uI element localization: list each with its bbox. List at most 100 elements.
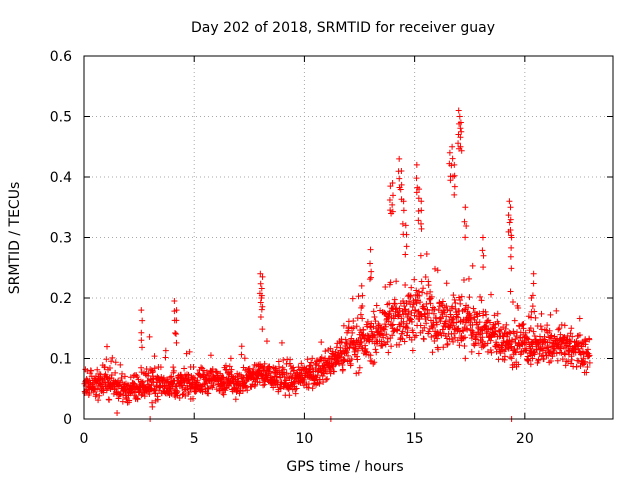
data-point: [418, 207, 425, 214]
data-point: [238, 351, 245, 358]
data-point: [278, 339, 285, 346]
data-point: [554, 357, 561, 364]
data-point: [173, 339, 180, 346]
data-point: [451, 334, 458, 341]
data-point: [162, 347, 169, 354]
data-point: [226, 363, 233, 370]
data-point: [175, 374, 182, 381]
data-point: [447, 311, 454, 318]
data-point: [477, 330, 484, 337]
data-point: [480, 264, 487, 271]
data-point: [561, 322, 568, 329]
data-point: [256, 379, 263, 386]
data-point: [400, 311, 407, 318]
data-point: [233, 388, 240, 395]
data-point: [444, 306, 451, 313]
data-point: [257, 270, 264, 277]
data-point: [586, 336, 593, 343]
data-point: [425, 328, 432, 335]
data-point: [248, 383, 255, 390]
data-point: [472, 336, 479, 343]
data-point: [586, 352, 593, 359]
data-point: [367, 246, 374, 253]
x-tick-label: 5: [190, 431, 199, 447]
data-point: [522, 329, 529, 336]
data-point: [506, 219, 513, 226]
data-point: [420, 336, 427, 343]
data-point: [579, 348, 586, 355]
data-point: [291, 380, 298, 387]
data-point: [386, 196, 393, 203]
data-point: [452, 299, 459, 306]
data-point: [104, 343, 111, 350]
data-point: [424, 314, 431, 321]
data-point: [353, 323, 360, 330]
data-point: [568, 325, 575, 332]
data-point: [367, 352, 374, 359]
data-point: [390, 328, 397, 335]
data-point: [442, 318, 449, 325]
data-point: [388, 322, 395, 329]
data-point: [220, 374, 227, 381]
data-point: [407, 292, 414, 299]
data-point: [190, 363, 197, 370]
data-point: [461, 218, 468, 225]
data-point: [138, 307, 145, 314]
data-point: [461, 343, 468, 350]
data-point: [509, 336, 516, 343]
data-point: [194, 377, 201, 384]
data-point: [411, 276, 418, 283]
data-point: [555, 326, 562, 333]
data-point: [460, 327, 467, 334]
data-point: [157, 364, 164, 371]
data-point: [484, 328, 491, 335]
data-point: [576, 315, 583, 322]
data-point: [372, 346, 379, 353]
data-point: [508, 265, 515, 272]
data-point: [538, 310, 545, 317]
data-point: [447, 177, 454, 184]
data-point: [399, 328, 406, 335]
data-point: [396, 341, 403, 348]
data-point: [381, 309, 388, 316]
data-point: [453, 319, 460, 326]
data-point: [564, 332, 571, 339]
data-point: [381, 326, 388, 333]
chart-title: Day 202 of 2018, SRMTID for receiver gua…: [191, 20, 495, 36]
data-point: [450, 292, 457, 299]
data-point: [283, 377, 290, 384]
data-point: [477, 293, 484, 300]
data-point: [404, 314, 411, 320]
data-point: [488, 349, 495, 356]
data-point: [576, 332, 583, 339]
data-point: [462, 204, 469, 211]
data-point: [449, 316, 456, 323]
data-point: [357, 311, 364, 318]
data-point: [198, 364, 205, 371]
data-point: [261, 381, 268, 388]
data-point: [358, 304, 365, 311]
y-tick-label: 0.6: [50, 49, 72, 65]
data-point: [189, 395, 196, 402]
grid: [84, 56, 613, 419]
x-tick-label: 20: [516, 431, 534, 447]
data-point: [181, 365, 188, 372]
data-point: [407, 315, 414, 322]
data-point: [455, 140, 462, 147]
x-axis-label: GPS time / hours: [286, 459, 403, 475]
data-point: [382, 284, 389, 291]
data-point: [283, 370, 290, 377]
data-point: [348, 335, 355, 342]
data-point: [331, 368, 338, 375]
data-point: [451, 183, 458, 190]
data-point: [544, 322, 551, 329]
data-point: [449, 322, 456, 329]
data-point: [244, 387, 251, 394]
data-point: [342, 336, 349, 343]
data-point: [139, 344, 146, 351]
data-point: [261, 360, 268, 367]
data-point: [483, 311, 490, 318]
data-point: [507, 216, 514, 223]
data-point: [146, 333, 153, 340]
data-point: [492, 328, 499, 335]
